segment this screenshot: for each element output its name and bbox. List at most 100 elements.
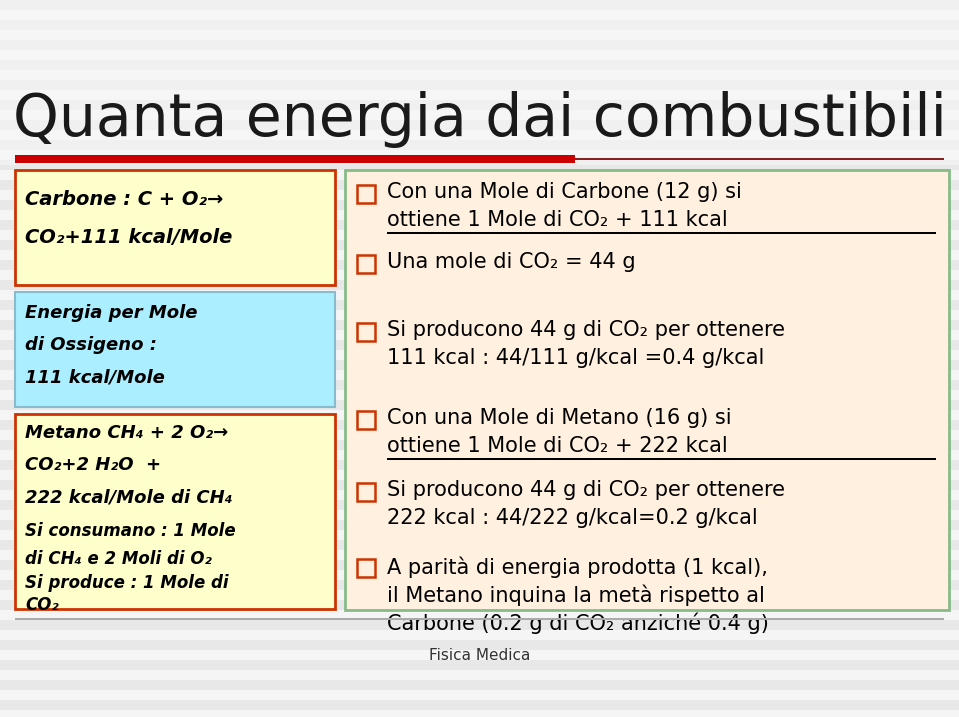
Bar [0,80,959,90]
Text: il Metano inquina la metà rispetto al: il Metano inquina la metà rispetto al [387,584,765,605]
Bar [0,620,959,630]
Bar [15,170,335,285]
Bar [0,440,959,450]
Bar [0,600,959,610]
Bar [0,60,959,70]
Bar [0,340,959,350]
Bar [0,480,959,490]
Bar [0,510,959,520]
Bar [0,140,959,150]
Bar [0,0,959,165]
Bar [0,170,959,180]
Bar [0,420,959,430]
Bar [0,650,959,660]
Bar [15,155,575,163]
Bar [0,290,959,300]
Bar [0,430,959,440]
Text: Si producono 44 g di CO₂ per ottenere: Si producono 44 g di CO₂ per ottenere [387,320,785,340]
Bar [0,160,959,170]
Bar [0,310,959,320]
Bar [0,670,959,680]
Bar [0,380,959,390]
Bar [0,100,959,110]
Bar [15,414,335,609]
Text: Carbone (0.2 g di CO₂ anziché 0.4 g): Carbone (0.2 g di CO₂ anziché 0.4 g) [387,612,769,634]
Text: Con una Mole di Carbone (12 g) si: Con una Mole di Carbone (12 g) si [387,182,742,202]
Bar [0,190,959,200]
Text: Una mole di CO₂ = 44 g: Una mole di CO₂ = 44 g [387,252,636,272]
Bar [0,520,959,530]
Bar [0,0,959,10]
Bar [0,260,959,270]
Text: CO₂: CO₂ [25,596,58,614]
Bar [0,610,959,620]
Text: 222 kcal/Mole di CH₄: 222 kcal/Mole di CH₄ [25,488,233,506]
Bar [0,110,959,120]
Bar [0,150,959,160]
Bar [0,450,959,460]
Bar [0,120,959,130]
Bar [0,200,959,210]
Bar [0,220,959,230]
Bar [0,320,959,330]
Bar [0,410,959,420]
Bar [0,540,959,550]
Text: di CH₄ e 2 Moli di O₂: di CH₄ e 2 Moli di O₂ [25,550,212,568]
Bar [357,411,375,429]
Text: CO₂+2 H₂O  +: CO₂+2 H₂O + [25,456,161,474]
Text: Metano CH₄ + 2 O₂→: Metano CH₄ + 2 O₂→ [25,424,228,442]
Bar [0,530,959,540]
Bar [345,170,949,610]
Text: Carbone : C + O₂→: Carbone : C + O₂→ [25,190,223,209]
Text: CO₂+111 kcal/Mole: CO₂+111 kcal/Mole [25,228,232,247]
Text: Energia per Mole: Energia per Mole [25,304,198,322]
Bar [357,255,375,273]
Bar [0,70,959,80]
Bar [0,500,959,510]
Text: ottiene 1 Mole di CO₂ + 222 kcal: ottiene 1 Mole di CO₂ + 222 kcal [387,436,728,456]
Bar [0,270,959,280]
Bar [0,230,959,240]
Bar [0,460,959,470]
Bar [0,470,959,480]
Text: ottiene 1 Mole di CO₂ + 111 kcal: ottiene 1 Mole di CO₂ + 111 kcal [387,210,728,230]
Bar [0,30,959,40]
Bar [0,550,959,560]
Bar [0,40,959,50]
Text: Si producono 44 g di CO₂ per ottenere: Si producono 44 g di CO₂ per ottenere [387,480,785,500]
Text: 111 kcal/Mole: 111 kcal/Mole [25,368,165,386]
Bar [0,250,959,260]
Bar [0,210,959,220]
Text: Fisica Medica: Fisica Medica [429,648,530,663]
Bar [0,10,959,20]
Bar [0,630,959,640]
Bar [0,330,959,340]
Bar [0,560,959,570]
Bar [357,559,375,577]
Bar [0,180,959,190]
Bar [0,350,959,360]
Bar [0,90,959,100]
Bar [387,232,936,234]
Bar [0,490,959,500]
Bar [0,400,959,410]
Bar [0,130,959,140]
Bar [0,700,959,710]
Bar [0,50,959,60]
Text: Quanta energia dai combustibili: Quanta energia dai combustibili [12,92,947,148]
Bar [15,158,944,160]
Bar [0,660,959,670]
Bar [0,240,959,250]
Text: Si consumano : 1 Mole: Si consumano : 1 Mole [25,522,236,540]
Text: 222 kcal : 44/222 g/kcal=0.2 g/kcal: 222 kcal : 44/222 g/kcal=0.2 g/kcal [387,508,758,528]
Bar [0,570,959,580]
Bar [0,580,959,590]
Bar [15,618,944,619]
Bar [0,680,959,690]
Bar [0,690,959,700]
Bar [0,390,959,400]
Text: Con una Mole di Metano (16 g) si: Con una Mole di Metano (16 g) si [387,408,732,428]
Text: di Ossigeno :: di Ossigeno : [25,336,157,354]
Bar [357,185,375,203]
Bar [387,458,936,460]
